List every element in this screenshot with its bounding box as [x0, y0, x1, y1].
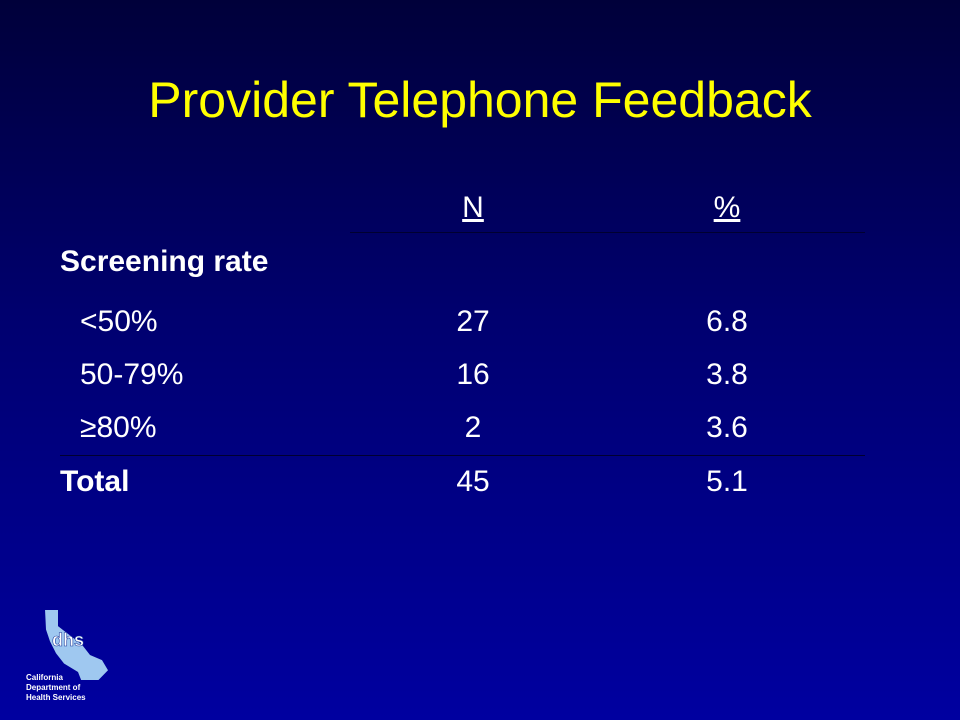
cell: 16 — [456, 358, 490, 391]
cell: 5.1 — [706, 465, 748, 498]
logo-mark: dhs — [52, 630, 84, 650]
row-label: 50-79% — [80, 358, 184, 391]
total-label: Total — [60, 465, 130, 498]
cell: 27 — [456, 305, 490, 338]
logo: dhs — [45, 610, 108, 680]
cell: 6.8 — [706, 305, 748, 338]
cell: 2 — [464, 411, 482, 444]
section-label: Screening rate — [60, 245, 269, 278]
row-label: ≥80% — [80, 411, 157, 444]
cell: 45 — [456, 465, 490, 498]
logo-text: Department of — [26, 683, 81, 692]
row-label: <50% — [80, 305, 158, 338]
logo-text: California — [26, 673, 63, 682]
slide-title: Provider Telephone Feedback — [148, 72, 812, 128]
cell: 3.8 — [706, 358, 748, 391]
column-header: N — [462, 191, 484, 224]
cell: 3.6 — [706, 411, 748, 444]
header-rule — [350, 232, 865, 233]
total-rule — [60, 455, 865, 456]
column-header: % — [713, 191, 741, 224]
logo-shape — [45, 610, 108, 680]
logo-text: Health Services — [26, 693, 86, 702]
